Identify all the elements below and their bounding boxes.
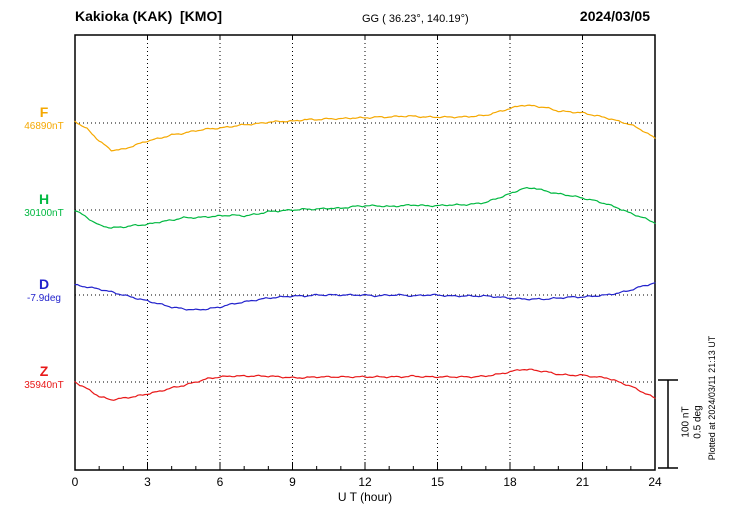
trace-H — [74, 187, 656, 229]
trace-label-H: H 30100nT — [14, 192, 74, 220]
geographic-coordinates: GG ( 36.23°, 140.19°) — [362, 13, 469, 25]
x-tick-label-21: 21 — [575, 475, 590, 489]
x-tick-label-12: 12 — [358, 475, 372, 489]
plotted-timestamp: Plotted at 2024/03/11 21:13 UT — [707, 335, 717, 461]
trace-F — [74, 104, 656, 152]
trace-baseline-value-F: 46890nT — [24, 121, 64, 132]
x-tick-label-9: 9 — [289, 475, 296, 489]
station-title: Kakioka (KAK) [KMO] — [75, 8, 223, 24]
x-tick-label-6: 6 — [216, 475, 224, 489]
plot-date: 2024/03/05 — [579, 8, 650, 24]
x-tick-label-0: 0 — [71, 475, 79, 489]
x-axis-label: U T (hour) — [337, 490, 393, 504]
trace-letter-F: F — [39, 104, 49, 120]
scale-bar-nt-label: 100 nT — [680, 406, 692, 438]
trace-letter-D: D — [38, 276, 50, 292]
x-tick-label-3: 3 — [144, 475, 151, 489]
trace-baseline-value-H: 30100nT — [24, 208, 64, 219]
trace-Z — [74, 368, 656, 401]
trace-letter-Z: Z — [39, 363, 49, 379]
trace-baseline-value-D: -7.9deg — [27, 293, 61, 304]
scale-bar-deg-label: 0.5 deg — [692, 405, 704, 439]
trace-letter-H: H — [38, 191, 50, 207]
x-tick-label-15: 15 — [430, 475, 445, 489]
trace-D — [74, 282, 656, 311]
x-tick-label-24: 24 — [648, 475, 662, 489]
trace-label-Z: Z 35940nT — [14, 364, 74, 392]
x-tick-label-18: 18 — [503, 475, 517, 489]
trace-baseline-value-Z: 35940nT — [24, 380, 64, 391]
trace-label-D: D -7.9deg — [14, 277, 74, 305]
trace-label-F: F 46890nT — [14, 105, 74, 133]
